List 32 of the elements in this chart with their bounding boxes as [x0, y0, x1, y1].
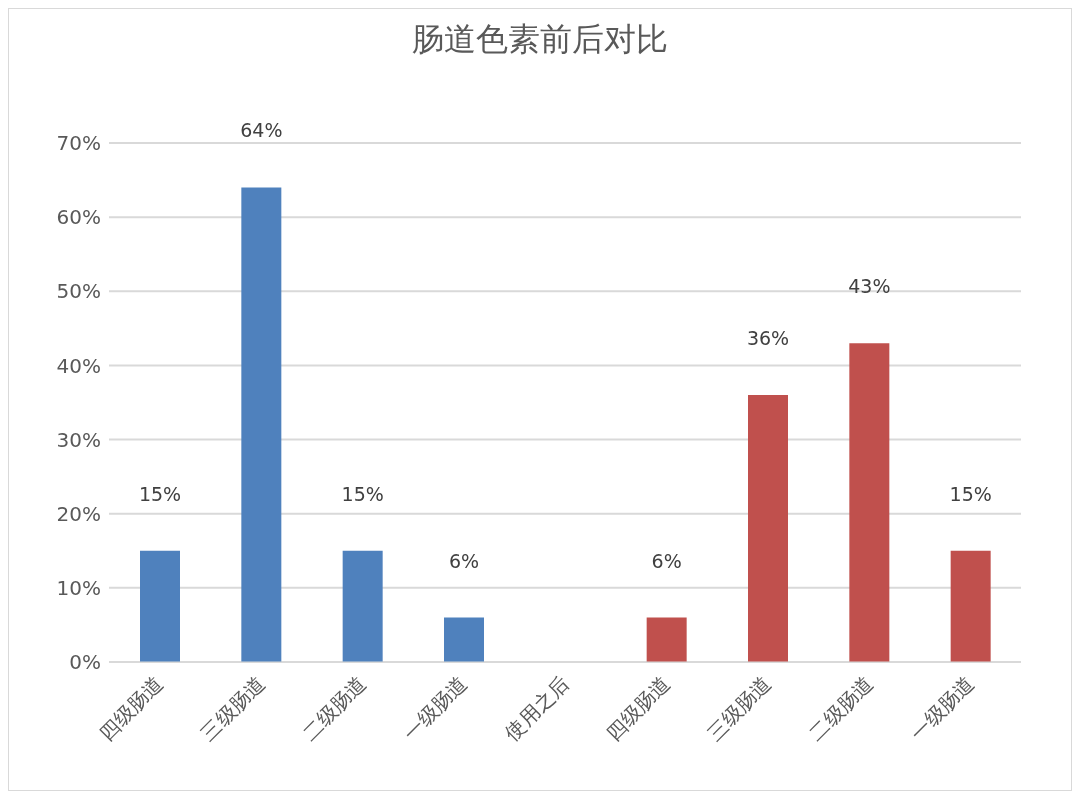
x-tick-label: 使用之后 — [499, 671, 574, 746]
y-tick-label: 10% — [56, 575, 101, 600]
y-tick-label: 20% — [56, 501, 101, 526]
bar — [444, 617, 484, 662]
x-tick-label: 三级肠道 — [195, 671, 270, 746]
x-tick-label: 二级肠道 — [803, 671, 878, 746]
bar — [748, 395, 788, 662]
data-label: 15% — [138, 482, 182, 505]
bar — [849, 343, 890, 662]
x-tick-label: 四级肠道 — [601, 671, 675, 746]
x-tick-label: 三级肠道 — [702, 671, 777, 746]
bar — [342, 550, 383, 662]
y-tick-label: 70% — [56, 131, 101, 156]
chart-title: 肠道色素前后对比 — [411, 19, 669, 60]
bar — [646, 617, 687, 662]
y-tick-label: 50% — [56, 279, 101, 304]
data-label: 36% — [746, 327, 790, 350]
data-label: 64% — [240, 119, 283, 142]
bar — [950, 550, 991, 662]
data-label: 6% — [651, 549, 682, 572]
bar — [140, 550, 180, 662]
data-label: 43% — [848, 275, 891, 298]
data-label: 15% — [341, 482, 384, 505]
data-label: 15% — [949, 482, 992, 505]
x-tick-label: 一级肠道 — [398, 671, 473, 746]
y-tick-label: 60% — [56, 205, 101, 230]
y-tick-label: 30% — [56, 427, 101, 452]
bar — [241, 187, 282, 662]
y-tick-label: 40% — [56, 353, 101, 378]
x-tick-label: 一级肠道 — [905, 671, 979, 746]
data-label: 6% — [448, 549, 480, 572]
x-tick-label: 二级肠道 — [297, 671, 371, 746]
